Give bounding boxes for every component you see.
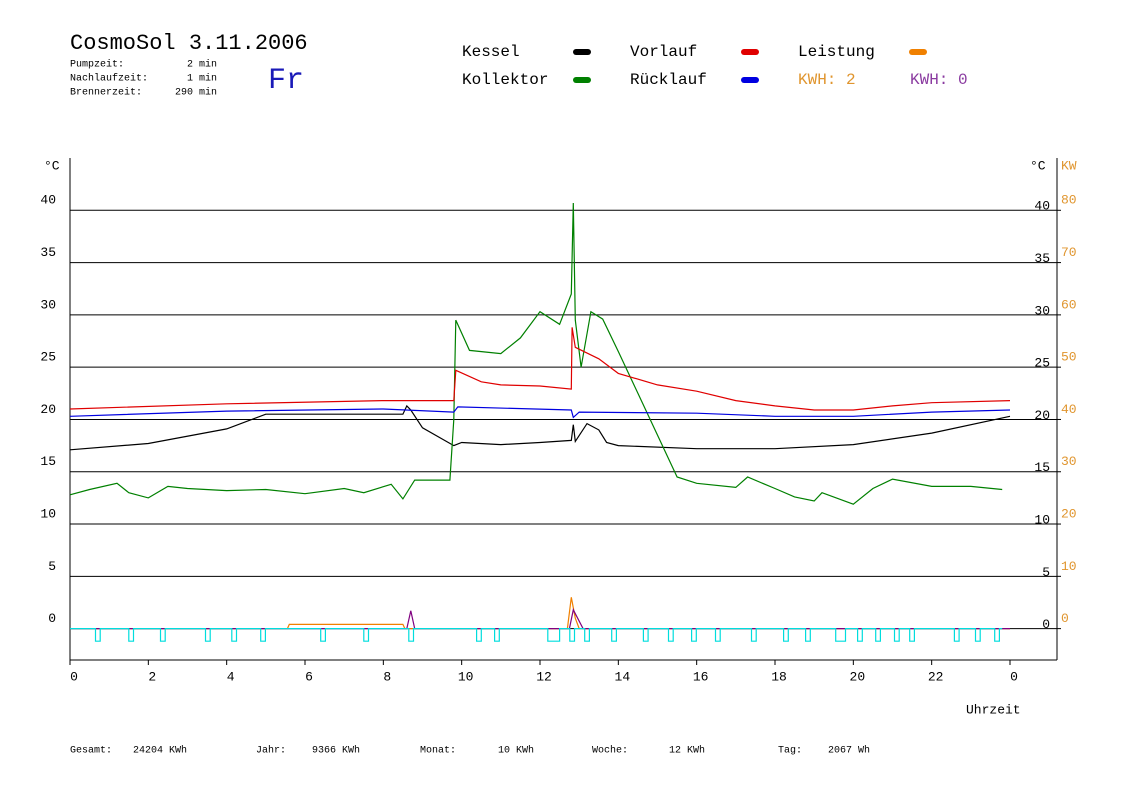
title: CosmoSol 3.11.2006 — [70, 31, 308, 56]
y-tick-label: 40 — [40, 193, 56, 208]
y-label: °C — [44, 158, 60, 173]
y2-tick-label: 20 — [1061, 506, 1077, 521]
day: Fr — [268, 64, 304, 98]
stat-label: Brennerzeit: — [70, 87, 142, 99]
x-tick-label: 0 — [1010, 669, 1018, 684]
y2-tick-label: 50 — [1061, 350, 1077, 365]
y2-tick-label: 70 — [1061, 245, 1077, 260]
footer-label: Monat: — [420, 746, 456, 757]
x-tick-label: 0 — [70, 669, 78, 684]
footer-label: Jahr: — [256, 745, 286, 757]
legend-label: Kessel — [462, 43, 520, 61]
footer-value: 12 KWh — [669, 745, 705, 757]
y-tick-label-right: 5 — [1042, 565, 1050, 580]
x-tick-label: 4 — [227, 669, 235, 684]
series-line — [69, 327, 1011, 411]
y2-tick-label: 40 — [1061, 402, 1077, 417]
y2-tick-label: 30 — [1061, 454, 1077, 469]
y2-tick-label: 10 — [1061, 559, 1077, 574]
x-tick-label: 10 — [458, 669, 474, 684]
x-tick-label: 8 — [383, 669, 391, 684]
y-tick-label-right: 0 — [1042, 617, 1050, 632]
y2-tick-label: 0 — [1061, 611, 1069, 626]
footer-value: 10 KWh — [498, 745, 534, 757]
y2-tick-label: 60 — [1061, 297, 1077, 312]
x-label: Uhrzeit — [966, 702, 1021, 717]
stat-label: Pumpzeit: — [70, 59, 124, 71]
legend-label: Rücklauf — [630, 71, 707, 89]
series-line — [69, 202, 1003, 505]
y-tick-label: 15 — [40, 454, 56, 469]
kwh-label: KWH: 0 — [910, 71, 968, 89]
legend-label: Leistung — [798, 43, 875, 61]
y-tick-label: 10 — [40, 506, 56, 521]
stat-label: Nachlaufzeit: — [70, 73, 148, 85]
x-tick-label: 2 — [148, 669, 156, 684]
y-tick-label: 5 — [48, 559, 56, 574]
x-tick-label: 18 — [771, 669, 787, 684]
footer-value: 2067 Wh — [828, 745, 870, 757]
footer-label: Tag: — [778, 746, 802, 757]
y-tick-label: 20 — [40, 402, 56, 417]
footer-label: Gesamt: — [70, 746, 112, 757]
y-tick-label-right: 15 — [1034, 460, 1050, 475]
y2-tick-label: 80 — [1061, 193, 1077, 208]
x-tick-label: 16 — [693, 669, 709, 684]
y-tick-label-right: 20 — [1034, 408, 1050, 423]
y-tick-label: 25 — [40, 350, 56, 365]
y-tick-label-right: 10 — [1034, 512, 1050, 527]
series-line — [70, 628, 1003, 642]
series-line — [69, 406, 1011, 419]
series-line — [69, 404, 1011, 451]
y-tick-label-right: 35 — [1034, 251, 1050, 266]
footer-value: 24204 KWh — [133, 745, 187, 757]
y-tick-label-right: 25 — [1034, 356, 1050, 371]
x-tick-label: 20 — [850, 669, 866, 684]
y2-label: KW — [1061, 158, 1077, 173]
y-tick-label: 0 — [48, 611, 56, 626]
footer-label: Woche: — [592, 745, 628, 757]
y-tick-label-right: 30 — [1034, 303, 1050, 318]
x-tick-label: 22 — [928, 669, 944, 684]
stat-value: 290 min — [175, 87, 217, 99]
x-tick-label: 12 — [536, 669, 552, 684]
legend-label: Vorlauf — [630, 43, 697, 61]
y-tick-label: 30 — [40, 297, 56, 312]
y-label-right: °C — [1030, 158, 1046, 173]
y-tick-label-right: 40 — [1034, 199, 1050, 214]
x-tick-label: 6 — [305, 669, 313, 684]
stat-value: 1 min — [187, 73, 217, 85]
legend-label: Kollektor — [462, 71, 548, 89]
kwh-label: KWH: 2 — [798, 71, 856, 89]
stat-value: 2 min — [187, 59, 217, 71]
footer-value: 9366 KWh — [312, 745, 360, 757]
y-tick-label: 35 — [40, 245, 56, 260]
x-tick-label: 14 — [615, 669, 631, 684]
